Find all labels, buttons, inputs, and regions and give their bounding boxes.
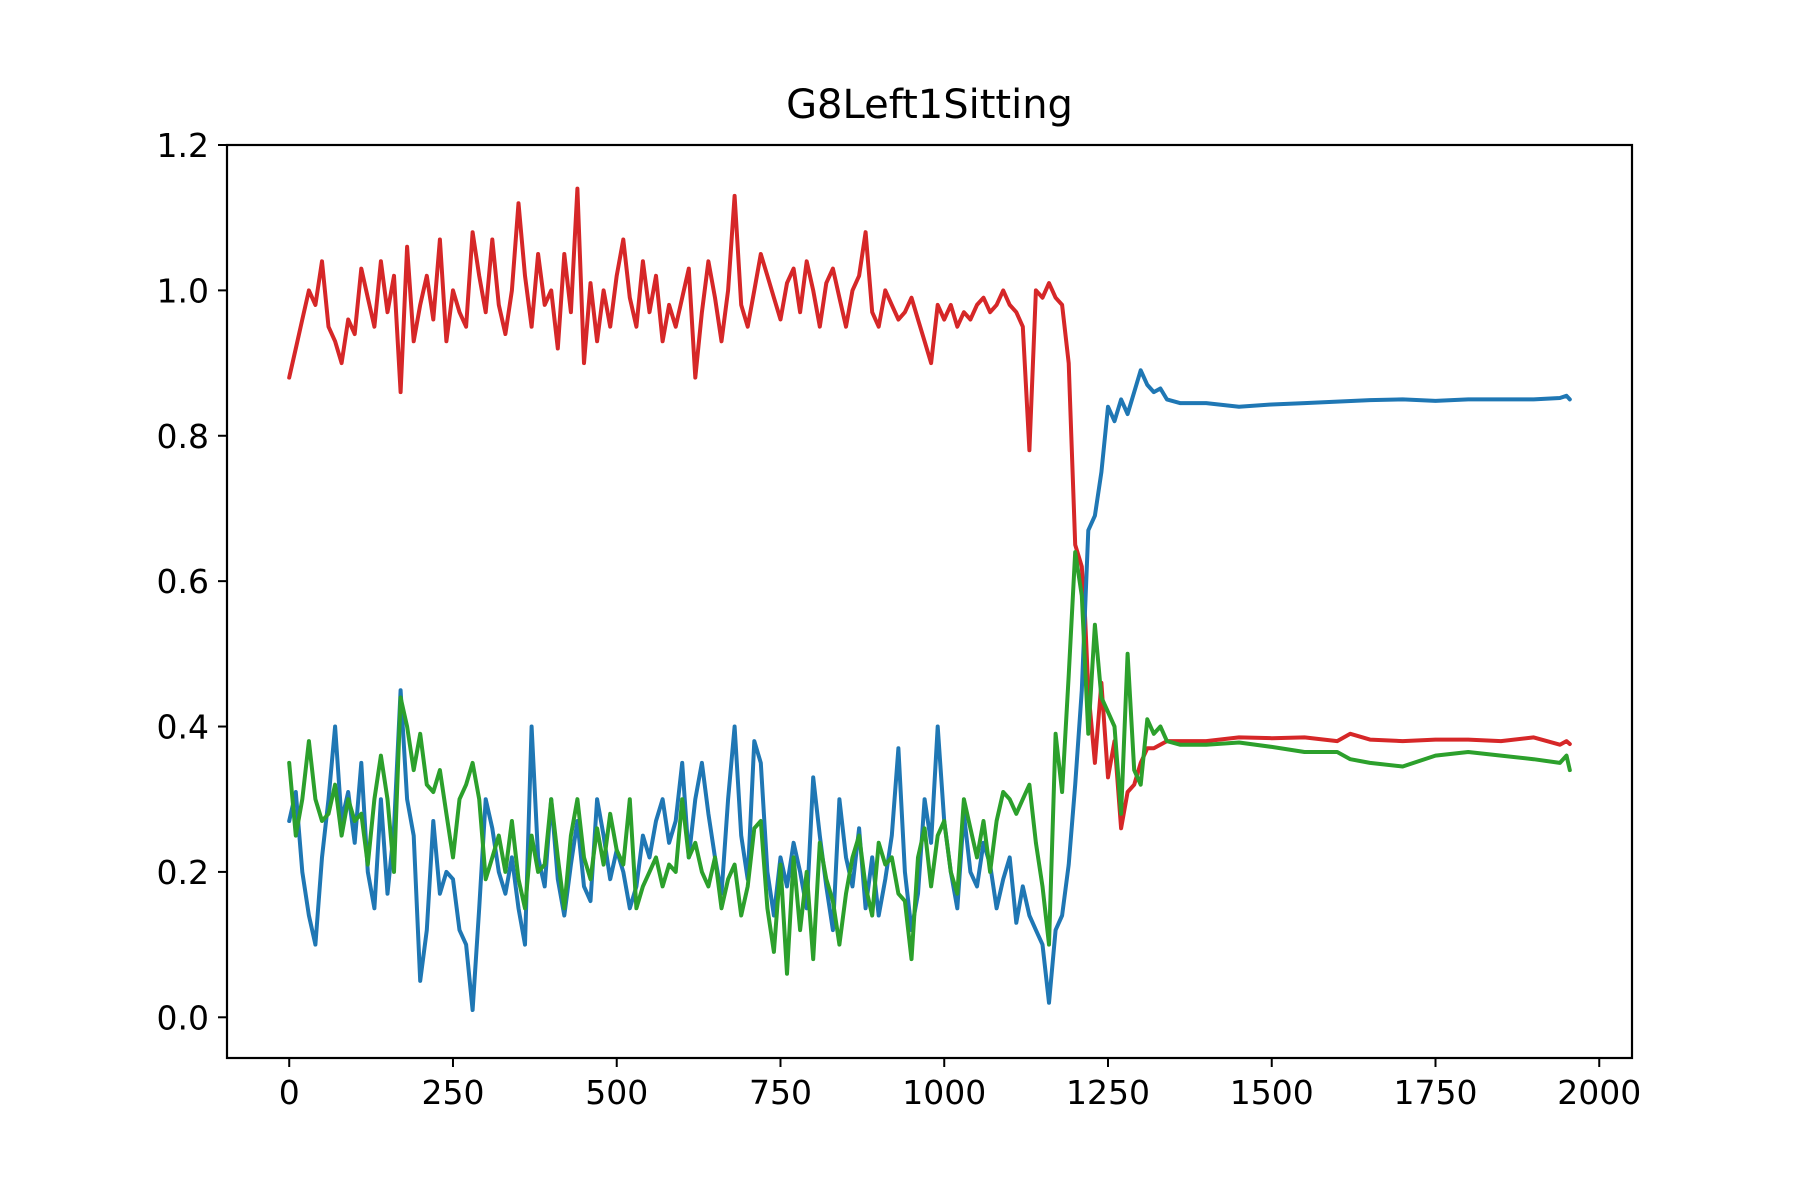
x-tick-label: 1750 xyxy=(1394,1073,1478,1112)
x-tick-label: 2000 xyxy=(1557,1073,1641,1112)
y-tick-label: 0.2 xyxy=(157,853,209,892)
y-tick-label: 0.0 xyxy=(157,998,209,1037)
x-tick-label: 1000 xyxy=(902,1073,986,1112)
x-tick-label: 250 xyxy=(421,1073,484,1112)
y-tick-label: 1.0 xyxy=(157,271,209,310)
x-tick-label: 750 xyxy=(749,1073,812,1112)
y-tick-label: 0.6 xyxy=(157,562,209,601)
x-tick-label: 0 xyxy=(279,1073,300,1112)
series-layer xyxy=(287,186,1572,1012)
series-line-1 xyxy=(287,186,1572,831)
y-axis: 0.0 0.2 0.4 0.6 0.8 1.0 1.2 xyxy=(157,126,227,1037)
chart-title: G8Left1Sitting xyxy=(786,82,1073,128)
x-tick-label: 1500 xyxy=(1230,1073,1314,1112)
x-tick-label: 500 xyxy=(585,1073,648,1112)
plot-frame xyxy=(225,143,1634,1060)
y-tick-label: 1.2 xyxy=(157,126,209,165)
y-tick-label: 0.4 xyxy=(157,708,209,747)
series-line-3 xyxy=(287,550,1572,976)
series-line-2 xyxy=(287,368,1572,1012)
x-tick-label: 1250 xyxy=(1066,1073,1150,1112)
y-tick-label: 0.8 xyxy=(157,417,209,456)
x-axis: 0 250 500 750 1000 1250 1500 1750 2000 xyxy=(279,1058,1641,1112)
